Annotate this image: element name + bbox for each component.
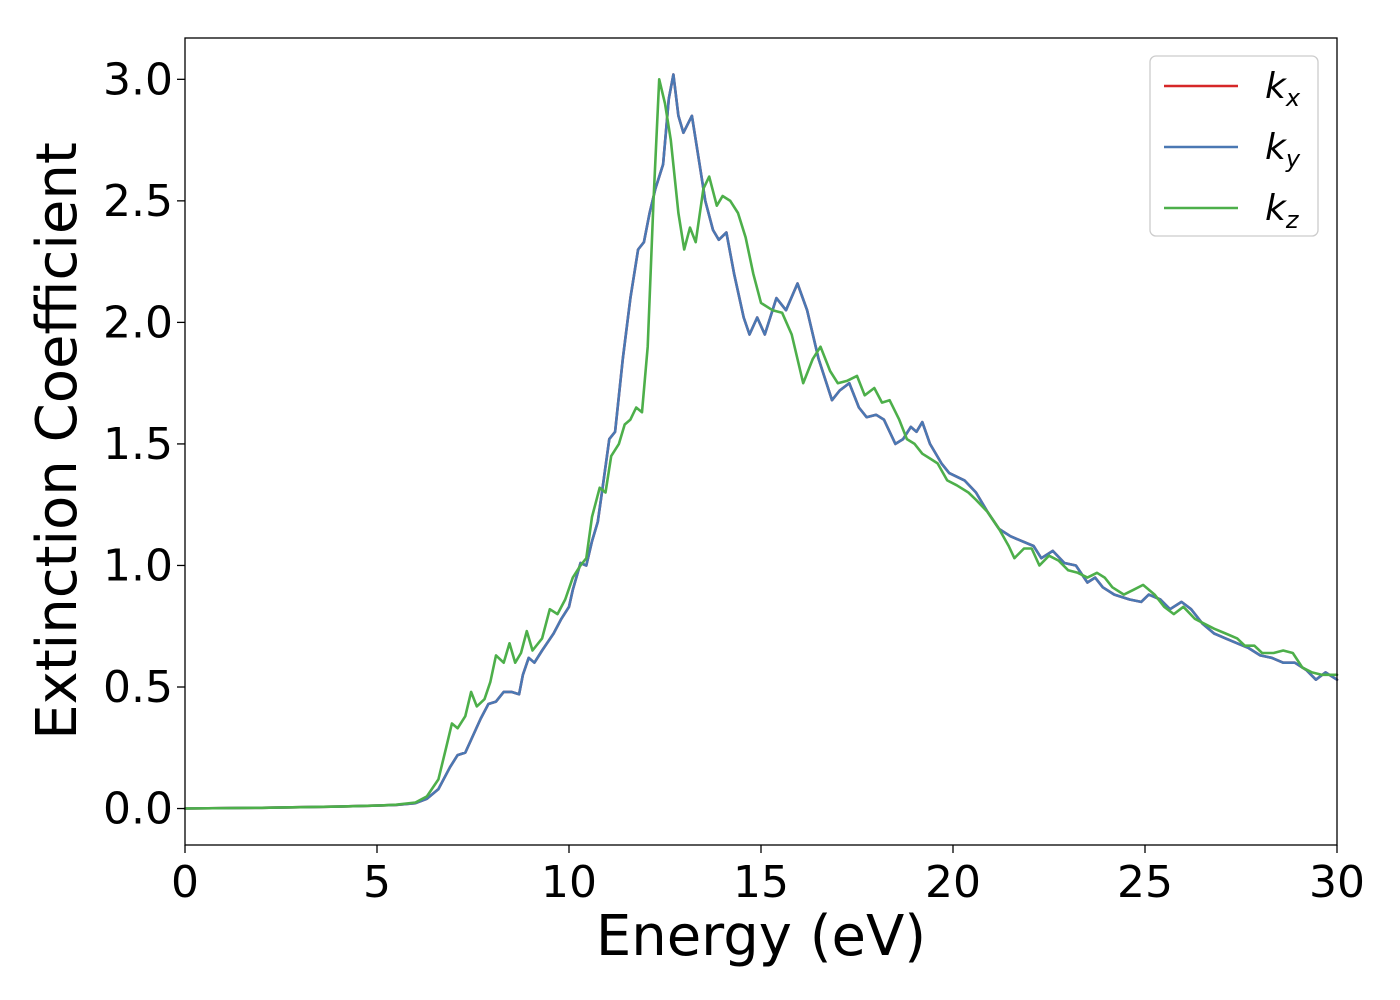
legend-label-y: ky xyxy=(1265,127,1301,173)
legend-label-x: kx xyxy=(1265,66,1301,112)
legend: kx ky kz xyxy=(1149,55,1319,237)
y-tick-label: 2.0 xyxy=(103,297,173,348)
x-tick-label: 20 xyxy=(925,857,981,908)
y-tick-label: 0.5 xyxy=(103,662,173,713)
plot-background xyxy=(185,38,1337,845)
y-axis-title: Extinction Coefficient xyxy=(25,142,90,740)
series-layer xyxy=(183,73,1339,810)
series-line-z xyxy=(183,78,1339,810)
x-tick-label: 0 xyxy=(171,857,199,908)
series-line-y xyxy=(183,73,1339,810)
x-tick-label: 30 xyxy=(1309,857,1365,908)
x-axis-title: Energy (eV) xyxy=(596,904,926,969)
y-tick-label: 1.5 xyxy=(103,419,173,470)
x-tick-label: 15 xyxy=(733,857,789,908)
x-tick-label: 25 xyxy=(1117,857,1173,908)
y-tick-label: 0.0 xyxy=(103,784,173,835)
y-axis-ticks: 0.0 0.5 1.0 1.5 2.0 2.5 3.0 xyxy=(103,54,185,835)
y-tick-label: 2.5 xyxy=(103,176,173,227)
y-tick-label: 3.0 xyxy=(103,54,173,105)
x-tick-label: 5 xyxy=(363,857,391,908)
y-tick-label: 1.0 xyxy=(103,540,173,591)
x-tick-label: 10 xyxy=(541,857,597,908)
legend-label-z: kz xyxy=(1265,188,1300,234)
x-axis-ticks: 0 5 10 15 20 25 30 xyxy=(171,845,1365,908)
